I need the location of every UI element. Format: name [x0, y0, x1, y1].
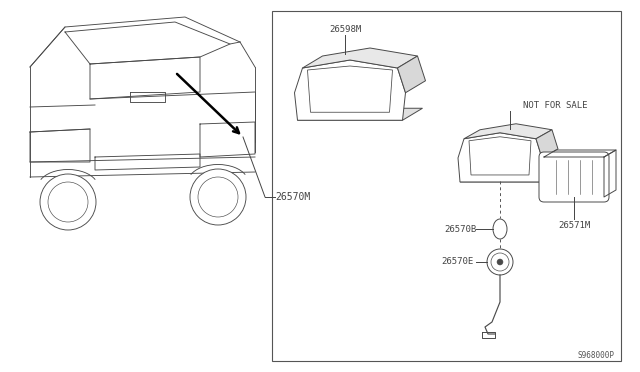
Polygon shape	[536, 130, 558, 158]
Text: 26570M: 26570M	[275, 192, 310, 202]
Polygon shape	[397, 56, 426, 93]
Circle shape	[190, 169, 246, 225]
Polygon shape	[464, 124, 552, 139]
Circle shape	[487, 249, 513, 275]
Text: 26570E: 26570E	[441, 257, 473, 266]
Text: S968000P: S968000P	[578, 351, 615, 360]
Circle shape	[491, 253, 509, 271]
FancyBboxPatch shape	[539, 152, 609, 202]
Text: 26571M: 26571M	[558, 221, 590, 230]
Text: 26598M: 26598M	[329, 26, 361, 35]
Circle shape	[497, 259, 503, 265]
Polygon shape	[307, 66, 392, 112]
Text: NOT FOR SALE: NOT FOR SALE	[523, 100, 588, 109]
Bar	[272, 11, 621, 361]
Polygon shape	[458, 133, 542, 182]
Ellipse shape	[493, 219, 507, 239]
Polygon shape	[298, 108, 422, 120]
Polygon shape	[460, 173, 556, 182]
Circle shape	[48, 182, 88, 222]
Polygon shape	[303, 48, 417, 68]
Polygon shape	[294, 60, 406, 120]
Circle shape	[198, 177, 238, 217]
Polygon shape	[469, 137, 531, 175]
Circle shape	[40, 174, 96, 230]
Text: 26570B: 26570B	[444, 224, 476, 234]
